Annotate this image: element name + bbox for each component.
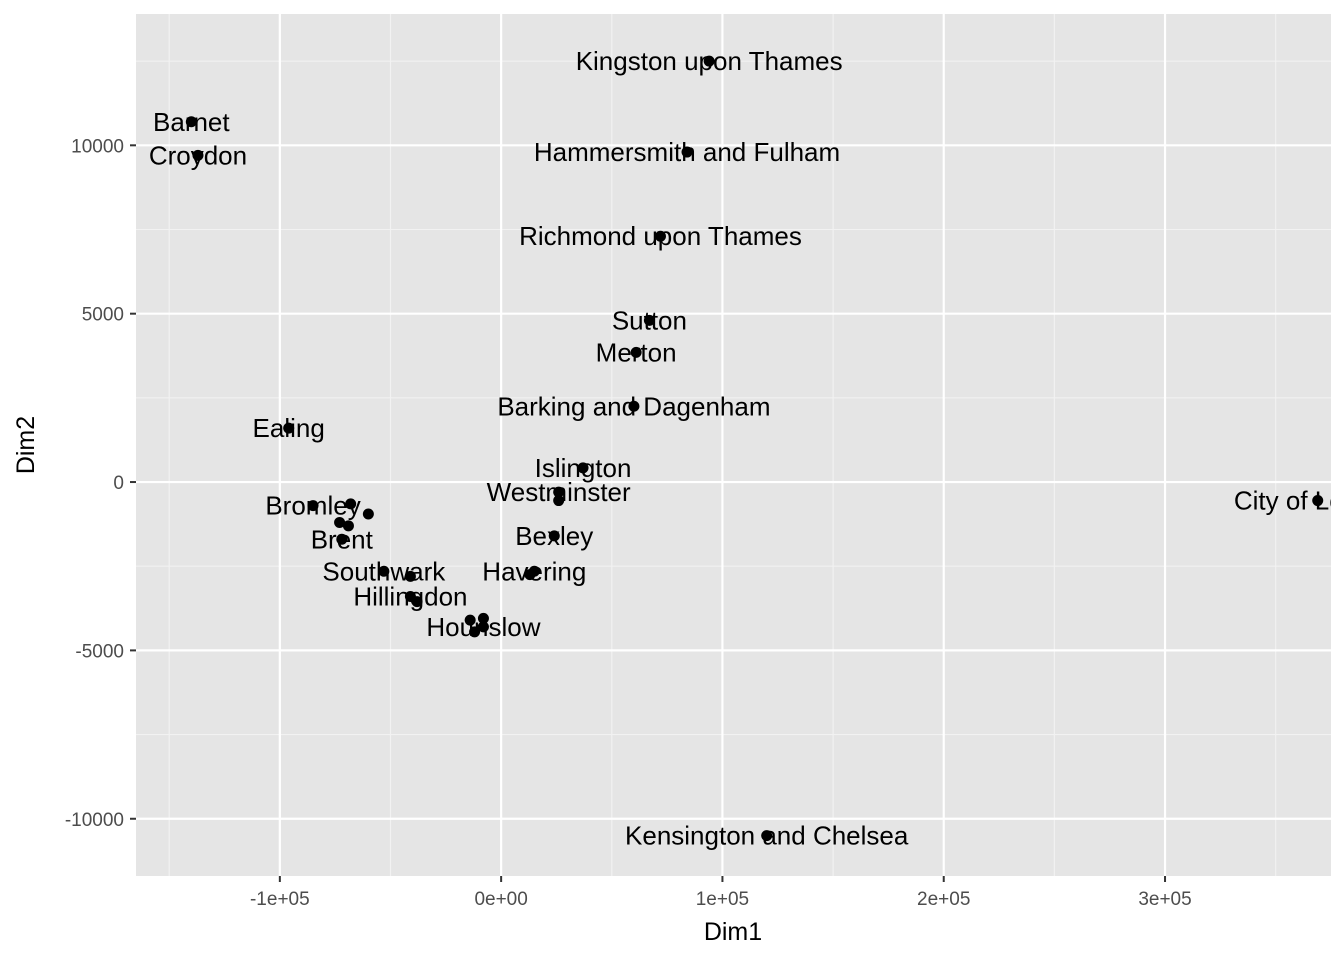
- data-point: [334, 516, 346, 528]
- x-axis-ticks: -1e+05 0e+00 1e+05 2e+05 3e+05: [250, 876, 1192, 910]
- data-point: [464, 614, 476, 626]
- y-tick-label: 10000: [71, 136, 124, 157]
- data-point: [345, 498, 357, 510]
- data-point: [654, 230, 666, 242]
- point-label: Southwark: [322, 556, 446, 586]
- point-label: City of London: [1234, 486, 1344, 516]
- point-label: Croydon: [149, 140, 247, 170]
- point-label: Barking and Dagenham: [497, 391, 770, 421]
- y-tick-label: -10000: [65, 810, 124, 831]
- x-tick-label: 1e+05: [696, 889, 749, 910]
- x-tick-label: -1e+05: [250, 889, 310, 910]
- data-point: [469, 626, 481, 638]
- x-tick-label: 3e+05: [1138, 889, 1191, 910]
- point-label: Bromley: [265, 491, 360, 521]
- data-point: [378, 565, 390, 577]
- data-point: [307, 500, 319, 512]
- y-axis-title: Dim2: [12, 416, 40, 474]
- point-label: Westminster: [487, 477, 631, 507]
- data-point: [477, 612, 489, 624]
- data-point: [630, 346, 642, 358]
- data-point: [553, 486, 565, 498]
- point-label: Richmond upon Thames: [519, 221, 802, 251]
- data-point: [411, 596, 423, 608]
- y-tick-label: 5000: [82, 305, 124, 326]
- plot-panel: [136, 14, 1331, 876]
- data-point: [761, 830, 773, 842]
- point-label: Havering: [482, 556, 586, 586]
- major-gridlines: [136, 14, 1331, 876]
- data-point: [628, 400, 640, 412]
- minor-gridlines: [136, 14, 1331, 876]
- data-point: [548, 530, 560, 542]
- data-point: [342, 520, 354, 532]
- y-axis-ticks: -10000 -5000 0 5000 10000: [65, 136, 136, 831]
- data-point: [477, 621, 489, 633]
- point-label: Kensington and Chelsea: [625, 821, 909, 851]
- data-point: [681, 146, 693, 158]
- point-label: Hammersmith and Fulham: [534, 137, 840, 167]
- point-label: Islington: [535, 453, 632, 483]
- data-point: [362, 508, 374, 520]
- x-tick-label: 0e+00: [474, 889, 527, 910]
- data-point: [283, 422, 295, 434]
- point-label: Sutton: [612, 305, 687, 335]
- data-point: [404, 570, 416, 582]
- data-point: [185, 116, 197, 128]
- data-point: [643, 314, 655, 326]
- point-label: Ealing: [253, 413, 325, 443]
- point-label: Merton: [596, 337, 677, 367]
- point-label: Kingston upon Thames: [576, 46, 843, 76]
- data-point: [577, 462, 589, 474]
- data-point: [1312, 495, 1324, 507]
- data-point: [192, 149, 204, 161]
- x-tick-label: 2e+05: [917, 889, 970, 910]
- x-axis-title: Dim1: [704, 918, 762, 946]
- data-point: [553, 495, 565, 507]
- y-tick-label: 0: [113, 473, 124, 494]
- point-label: Bexley: [515, 521, 593, 551]
- point-label: Hillingdon: [353, 582, 467, 612]
- data-point: [703, 55, 715, 67]
- point-label: Brent: [311, 524, 374, 554]
- y-tick-label: -5000: [75, 641, 124, 662]
- point-label: Barnet: [153, 107, 230, 137]
- data-point: [336, 533, 348, 545]
- point-label: Hounslow: [426, 612, 540, 642]
- data-point: [524, 569, 536, 581]
- data-points: [185, 55, 1324, 842]
